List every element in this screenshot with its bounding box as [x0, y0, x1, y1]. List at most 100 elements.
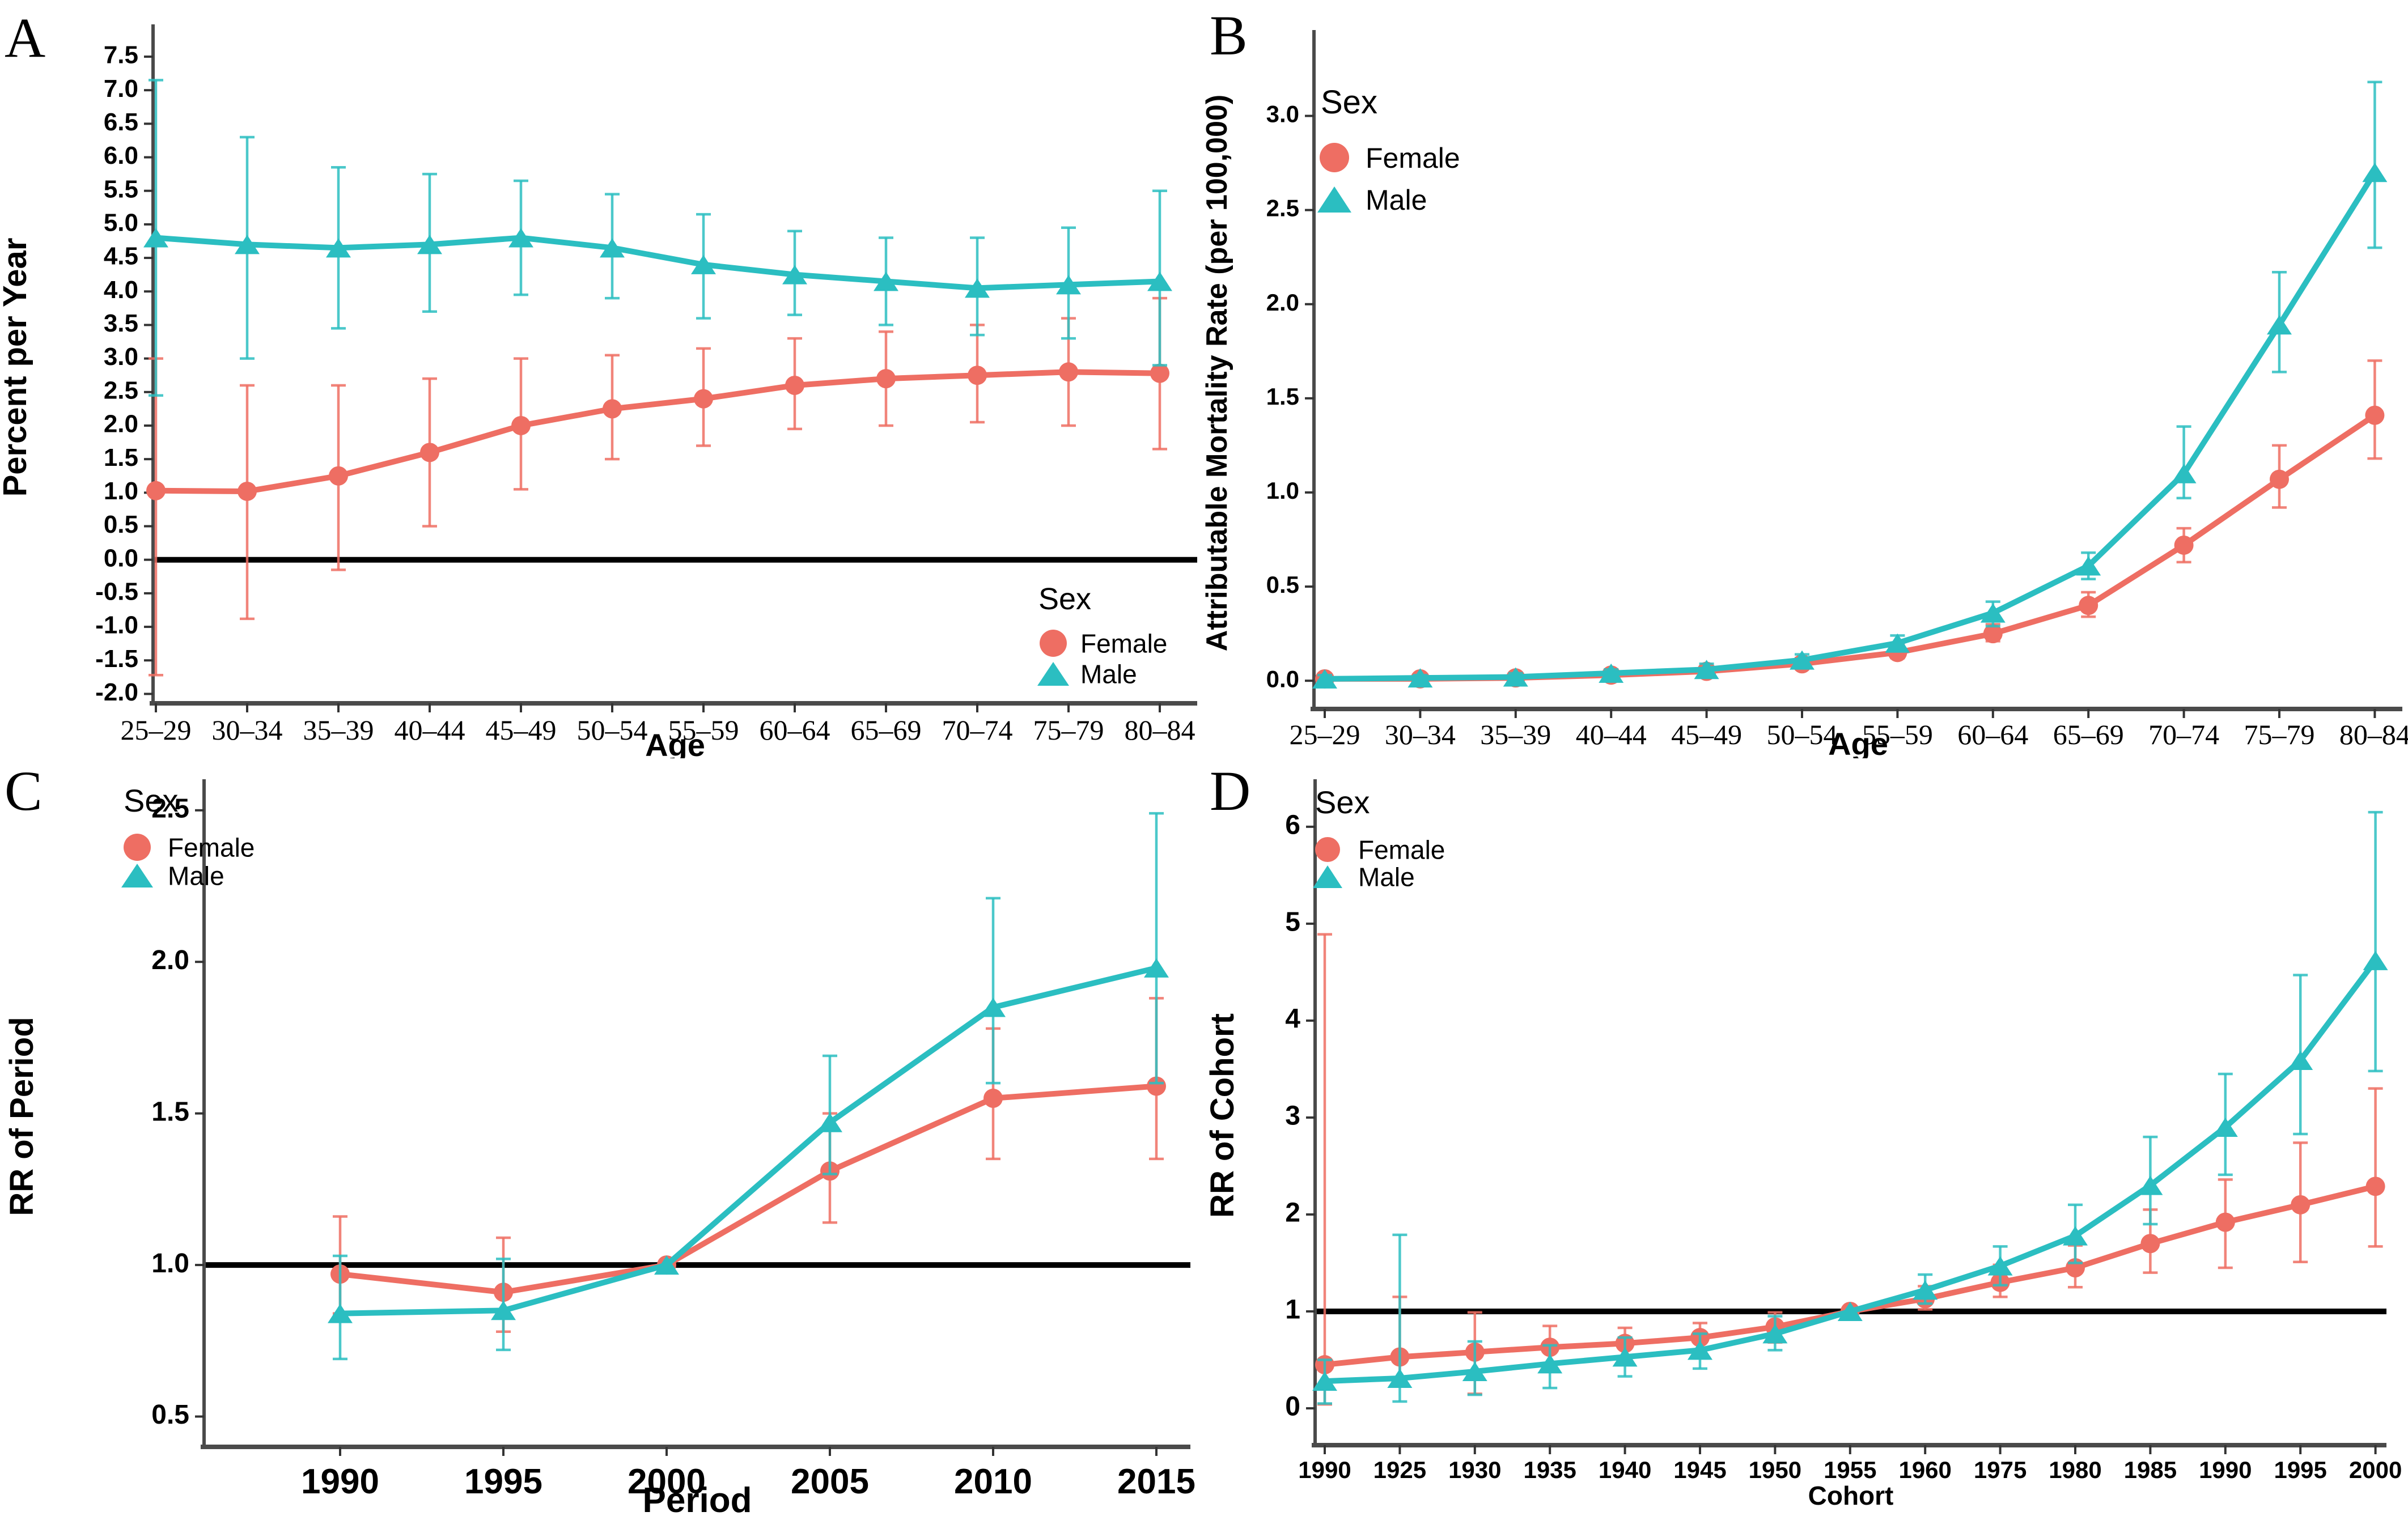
panel-b-chart: 3.0 2.5 2.0 1.5 1.0 0.5 0.0 25–29 30–34 35–39 40–4… — [1204, 4, 2408, 758]
x-tick-label: 2010 — [954, 1462, 1032, 1501]
legend-male-marker — [1317, 186, 1351, 213]
y-tick-label: 1.0 — [104, 477, 138, 505]
x-tick-label: 1975 — [1974, 1456, 2027, 1483]
male-point — [874, 271, 898, 291]
x-axis-title: Cohort — [1808, 1481, 1894, 1510]
y-tick-label: 4.5 — [104, 243, 138, 270]
female-point — [1059, 362, 1078, 382]
x-tick-label: 55–59 — [668, 714, 739, 746]
legend-item-label: Male — [168, 861, 224, 891]
male-point — [2063, 1226, 2088, 1246]
female-point — [238, 481, 257, 501]
male-point — [981, 997, 1006, 1017]
male-point — [1599, 663, 1624, 683]
y-tick-label: 2.5 — [151, 793, 189, 823]
male-error-bar — [986, 897, 1000, 1085]
male-point — [654, 1255, 679, 1275]
y-tick-label: 2.0 — [1266, 289, 1299, 316]
male-point — [2362, 163, 2388, 182]
legend-item-label: Male — [1358, 863, 1415, 892]
legend-male-marker — [1313, 865, 1342, 888]
legend-title: Sex — [124, 783, 179, 818]
y-tick-label: 1.5 — [1266, 383, 1299, 410]
legend-female-marker — [1040, 630, 1067, 657]
male-point — [2212, 1118, 2238, 1137]
x-tick-label: 75–79 — [1033, 714, 1104, 746]
x-tick-label: 1935 — [1523, 1456, 1576, 1483]
x-tick-label: 1960 — [1898, 1456, 1951, 1483]
x-tick-label: 1995 — [2274, 1456, 2326, 1483]
x-tick-label: 35–39 — [303, 714, 374, 746]
male-point — [1837, 1301, 1863, 1321]
y-tick-label: 0.5 — [1266, 571, 1299, 598]
series-male — [143, 79, 1172, 397]
y-tick-label: 1 — [1285, 1295, 1300, 1325]
x-tick-label: 35–39 — [1480, 719, 1551, 750]
panel-letter: D — [1210, 759, 1250, 822]
male-point — [1762, 1324, 1788, 1344]
female-point — [329, 466, 348, 486]
x-tick-label: 50–54 — [1767, 719, 1838, 750]
female-point — [2079, 596, 2098, 615]
legend-item-label: Female — [1080, 629, 1167, 659]
female-point — [511, 415, 531, 435]
y-tick-label: 0.0 — [104, 544, 138, 572]
male-point — [965, 278, 990, 298]
y-tick-label: 6.0 — [104, 142, 138, 169]
legend-item-label: Female — [1358, 835, 1445, 865]
x-tick-label: 70–74 — [2148, 719, 2219, 750]
y-tick-label: 4 — [1285, 1004, 1300, 1034]
male-point — [1980, 603, 2006, 623]
male-point — [1503, 667, 1528, 687]
y-tick-label: -2.0 — [95, 678, 138, 706]
male-point — [1312, 1371, 1337, 1391]
male-point — [2076, 556, 2101, 576]
x-tick-label: 1950 — [1749, 1456, 1801, 1483]
female-point — [2365, 1177, 2385, 1196]
x-tick-label: 60–64 — [1957, 719, 2028, 750]
y-tick-label: 2 — [1285, 1198, 1300, 1228]
x-tick-label: 45–49 — [1671, 719, 1742, 750]
male-point — [1312, 669, 1337, 689]
male-point — [2363, 950, 2388, 970]
male-point — [1056, 275, 1081, 295]
y-tick-label: 3.0 — [104, 343, 138, 371]
female-point — [146, 481, 166, 500]
male-point — [1790, 650, 1815, 670]
y-tick-label: 0 — [1285, 1392, 1300, 1422]
panel-c-chart: 2.5 2.0 1.5 1.0 0.5 1990 1995 2000 2005 2010 2015 R… — [3, 759, 1195, 1516]
female-point — [876, 369, 896, 389]
x-tick-label: 40–44 — [1576, 719, 1647, 750]
x-axis-title: Period — [643, 1481, 752, 1516]
x-tick-label: 1930 — [1448, 1456, 1501, 1483]
y-tick-label: 1.0 — [151, 1249, 189, 1279]
male-point — [508, 228, 533, 248]
y-tick-label: 1.5 — [151, 1097, 189, 1127]
panel-letter: C — [5, 759, 43, 822]
y-axis-title: RR of Period — [3, 1017, 40, 1216]
male-line — [337, 965, 1159, 1317]
x-tick-label: 80–84 — [2339, 719, 2408, 750]
male-point — [2171, 464, 2197, 483]
legend-female-marker — [1320, 143, 1349, 172]
male-point — [1387, 1368, 1413, 1388]
male-point — [143, 228, 168, 248]
y-tick-label: 7.5 — [104, 41, 138, 69]
legend-item-label: Male — [1080, 660, 1137, 689]
female-point — [2291, 1195, 2311, 1215]
legend-female-marker — [1315, 837, 1340, 862]
female-point — [785, 375, 804, 395]
legend-female-marker — [124, 834, 151, 861]
female-point — [2140, 1234, 2160, 1254]
male-point — [326, 238, 351, 258]
legend-title: Sex — [1315, 784, 1370, 820]
x-tick-label: 50–54 — [577, 714, 648, 746]
y-axis-title: Attributable Mortality Rate (per 100,000… — [1204, 95, 1233, 651]
male-point — [817, 1112, 842, 1132]
male-point — [491, 1301, 516, 1320]
female-line — [337, 1083, 1159, 1296]
male-error-bar — [2176, 425, 2191, 500]
y-tick-label: 2.5 — [104, 376, 138, 404]
